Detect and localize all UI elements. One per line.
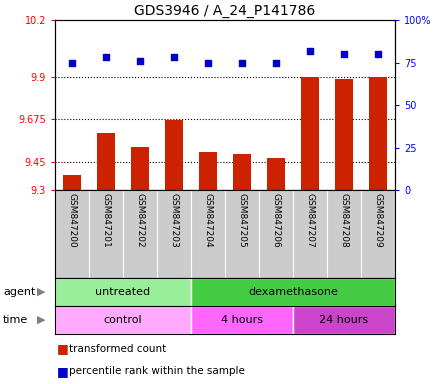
Point: [340, 51, 347, 57]
Text: GSM847206: GSM847206: [271, 193, 280, 247]
Text: control: control: [103, 315, 142, 325]
Point: [136, 58, 143, 64]
Bar: [191, 306, 293, 334]
Text: GSM847200: GSM847200: [67, 193, 76, 247]
Bar: [232, 154, 251, 190]
Bar: [55, 306, 191, 334]
Bar: [130, 147, 149, 190]
Text: GSM847208: GSM847208: [339, 193, 348, 247]
Point: [170, 54, 177, 60]
Text: GSM847203: GSM847203: [169, 193, 178, 247]
Text: percentile rank within the sample: percentile rank within the sample: [69, 366, 244, 376]
Point: [306, 48, 313, 54]
Bar: [55, 278, 191, 306]
Bar: [164, 120, 183, 190]
Bar: [266, 158, 285, 190]
Text: GSM847205: GSM847205: [237, 193, 246, 247]
Bar: [191, 278, 394, 306]
Point: [102, 54, 109, 60]
Text: ■: ■: [57, 343, 69, 356]
Text: ▶: ▶: [36, 315, 45, 325]
Point: [272, 60, 279, 66]
Bar: [300, 77, 319, 190]
Point: [238, 60, 245, 66]
Text: GSM847209: GSM847209: [373, 193, 381, 247]
Bar: [368, 77, 386, 190]
Bar: [293, 306, 394, 334]
Text: untreated: untreated: [95, 287, 150, 297]
Text: agent: agent: [3, 287, 35, 297]
Text: ■: ■: [57, 365, 69, 378]
Point: [374, 51, 381, 57]
Text: GSM847202: GSM847202: [135, 193, 144, 247]
Bar: [334, 79, 352, 190]
Text: ▶: ▶: [36, 287, 45, 297]
Bar: [198, 152, 217, 190]
Text: GSM847204: GSM847204: [203, 193, 212, 247]
Text: time: time: [3, 315, 28, 325]
Text: GSM847201: GSM847201: [101, 193, 110, 247]
Bar: [96, 133, 115, 190]
Text: dexamethasone: dexamethasone: [247, 287, 337, 297]
Bar: [62, 175, 81, 190]
Text: GSM847207: GSM847207: [305, 193, 314, 247]
Point: [204, 60, 211, 66]
Text: transformed count: transformed count: [69, 344, 166, 354]
Point: [69, 60, 76, 66]
Text: 24 hours: 24 hours: [319, 315, 368, 325]
Title: GDS3946 / A_24_P141786: GDS3946 / A_24_P141786: [134, 3, 315, 18]
Text: 4 hours: 4 hours: [220, 315, 263, 325]
